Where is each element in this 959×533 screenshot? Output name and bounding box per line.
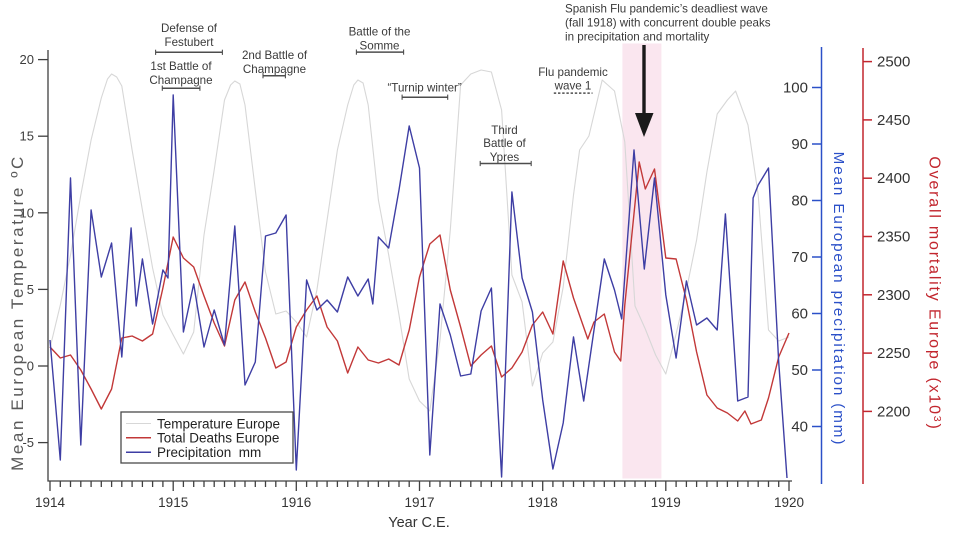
svg-text:“Turnip winter”: “Turnip winter” xyxy=(387,82,461,95)
svg-text:0: 0 xyxy=(27,359,34,374)
svg-text:wave 1: wave 1 xyxy=(554,80,592,93)
svg-text:(fall 1918) with concurrent do: (fall 1918) with concurrent double peaks xyxy=(565,17,771,30)
svg-text:1919: 1919 xyxy=(651,495,681,510)
svg-text:Ypres: Ypres xyxy=(490,151,520,164)
svg-text:1st Battle of: 1st Battle of xyxy=(150,60,212,73)
svg-text:2450: 2450 xyxy=(877,112,910,129)
svg-text:20: 20 xyxy=(20,52,34,67)
svg-text:70: 70 xyxy=(791,249,808,266)
svg-text:Temperature Europe: Temperature Europe xyxy=(157,416,280,431)
svg-text:Precipitation mm: Precipitation mm xyxy=(157,445,261,460)
svg-text:2200: 2200 xyxy=(877,403,910,420)
svg-text:2250: 2250 xyxy=(877,345,910,362)
svg-text:1914: 1914 xyxy=(35,495,66,510)
svg-text:-5: -5 xyxy=(22,435,34,450)
svg-text:1915: 1915 xyxy=(158,495,188,510)
svg-text:60: 60 xyxy=(791,306,808,323)
svg-text:15: 15 xyxy=(20,129,34,144)
svg-text:5: 5 xyxy=(27,282,34,297)
svg-text:Festubert: Festubert xyxy=(165,36,215,49)
svg-text:Mean European Temperature ºC: Mean European Temperature ºC xyxy=(8,154,27,471)
svg-text:Defense of: Defense of xyxy=(161,22,218,35)
svg-text:40: 40 xyxy=(791,419,808,436)
svg-text:Overall mortality Europe (x103: Overall mortality Europe (x103) xyxy=(926,156,944,430)
svg-text:Spanish Flu pandemic’s deadlie: Spanish Flu pandemic’s deadliest wave xyxy=(565,3,768,16)
svg-text:1920: 1920 xyxy=(774,495,804,510)
svg-text:2nd Battle of: 2nd Battle of xyxy=(242,49,308,62)
svg-text:Battle of: Battle of xyxy=(483,137,526,150)
svg-text:1918: 1918 xyxy=(528,495,558,510)
svg-text:80: 80 xyxy=(791,193,808,210)
svg-text:50: 50 xyxy=(791,362,808,379)
svg-text:Total Deaths Europe: Total Deaths Europe xyxy=(157,431,279,446)
svg-text:2350: 2350 xyxy=(877,229,910,246)
svg-text:1916: 1916 xyxy=(281,495,311,510)
svg-text:10: 10 xyxy=(20,205,34,220)
svg-text:2400: 2400 xyxy=(877,170,910,187)
svg-text:2500: 2500 xyxy=(877,54,910,71)
svg-text:1917: 1917 xyxy=(404,495,434,510)
svg-text:Year C.E.: Year C.E. xyxy=(388,515,450,531)
svg-text:Mean European precipitation (m: Mean European precipitation (mm) xyxy=(830,152,847,447)
svg-text:Somme: Somme xyxy=(360,40,400,53)
svg-text:in precipitation and mortality: in precipitation and mortality xyxy=(565,31,710,44)
svg-text:Champagne: Champagne xyxy=(243,63,306,76)
svg-text:2300: 2300 xyxy=(877,287,910,304)
svg-text:100: 100 xyxy=(783,80,808,97)
svg-text:Battle of the: Battle of the xyxy=(349,26,411,39)
svg-text:90: 90 xyxy=(791,136,808,153)
svg-text:Third: Third xyxy=(491,124,517,137)
svg-text:Flu pandemic: Flu pandemic xyxy=(538,66,608,79)
svg-text:Champagne: Champagne xyxy=(149,74,212,87)
